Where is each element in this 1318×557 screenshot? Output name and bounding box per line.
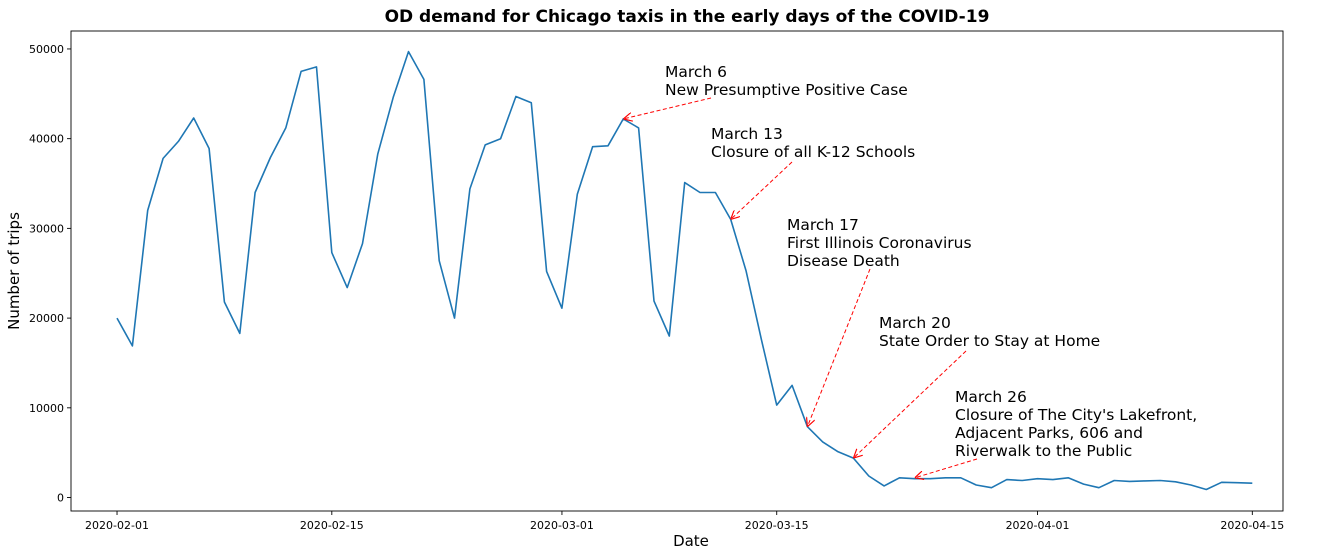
annotation-line: State Order to Stay at Home [879,332,1100,350]
y-tick-label: 30000 [29,222,64,235]
annotation-line: New Presumptive Positive Case [665,81,908,99]
annotation-arrow [807,268,871,427]
annotation-line: March 26 [955,388,1027,406]
annotation-text: March 17 First Illinois Coronavirus Diseas… [787,216,972,270]
chart-title: OD demand for Chicago taxis in the early… [385,7,990,27]
annotation-text: March 26 Closure of The City's Lakefront,… [955,388,1197,460]
y-tick-label: 50000 [29,43,64,56]
y-tick-label: 0 [57,492,64,505]
annotation-line: March 13 [711,125,783,143]
y-axis-label: Number of trips [5,212,23,330]
y-tick-label: 20000 [29,312,64,325]
y-tick-label: 40000 [29,133,64,146]
annotation-arrow [731,161,793,219]
plot-frame [70,30,1284,512]
annotation-line: Closure of all K-12 Schools [711,143,915,161]
x-tick-label: 2020-04-01 [1006,519,1070,532]
annotation-line: Closure of The City's Lakefront, [955,406,1197,424]
x-axis-label: Date [673,532,709,550]
annotation-arrow [915,458,978,478]
y-tick-label: 10000 [29,402,64,415]
x-tick-label: 2020-02-01 [85,519,149,532]
annotation-text: March 20 State Order to Stay at Home [879,314,1100,350]
annotation-text: March 6 New Presumptive Positive Case [665,63,908,99]
x-tick-label: 2020-02-15 [300,519,364,532]
annotation-line: March 17 [787,216,859,234]
annotation-line: Adjacent Parks, 606 and [955,424,1143,442]
annotation-line: Riverwalk to the Public [955,442,1132,460]
plot-area: 0 10000 20000 30000 40000 50000 2020-02-01 2020… [29,30,1284,532]
annotation-arrow [623,97,712,119]
annotation-line: Disease Death [787,252,900,270]
x-tick-label: 2020-03-01 [530,519,594,532]
annotation-text: March 13 Closure of all K-12 Schools [711,125,915,161]
annotation-line: March 6 [665,63,727,81]
series-line [116,50,1253,491]
x-tick-label: 2020-03-15 [745,519,809,532]
annotation-line: March 20 [879,314,951,332]
annotation-line: First Illinois Coronavirus [787,234,972,252]
x-tick-label: 2020-04-15 [1220,519,1284,532]
